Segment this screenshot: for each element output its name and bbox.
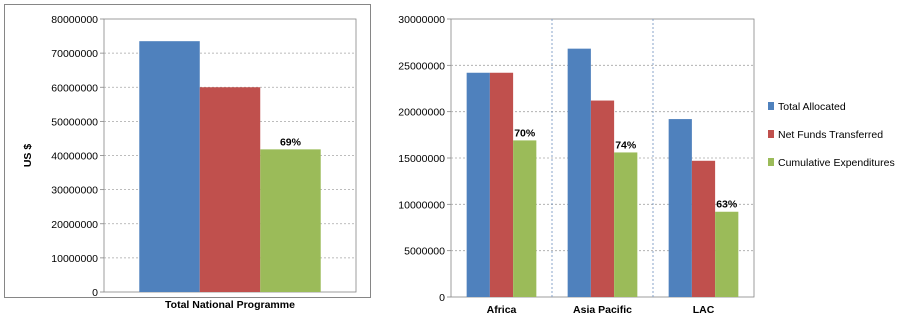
y-tick-label: 40000000	[51, 151, 98, 163]
bar-total-allocated-asia-pacific	[567, 48, 591, 297]
y-tick-label: 80000000	[51, 14, 98, 26]
legend-label: Net Funds Transferred	[778, 129, 883, 141]
y-tick-label: 20000000	[398, 107, 445, 119]
bar-cumulative-expenditures-total-national-programme	[260, 149, 321, 292]
left-chart: 0 10000000 20000000 30000000 40000000 5000000…	[22, 14, 357, 311]
y-tick-label: 20000000	[51, 219, 98, 231]
y-tick-label: 5000000	[404, 246, 445, 258]
bar-total-allocated-africa	[466, 72, 490, 297]
y-tick-label: 0	[439, 292, 445, 304]
bar-cumulative-expenditures-lac	[715, 211, 739, 297]
x-category-label: LAC	[693, 304, 715, 316]
bar-total-allocated-total-national-programme	[139, 41, 200, 293]
y-tick-label: 50000000	[51, 116, 98, 128]
bar-net-funds-transferred-total-national-programme	[199, 87, 261, 292]
bar-cumulative-expenditures-asia-pacific	[614, 152, 638, 297]
legend-swatch-net-funds-transferred	[768, 130, 774, 138]
y-tick-label: 0	[92, 287, 98, 299]
legend-label: Cumulative Expenditures	[778, 157, 895, 169]
y-axis-label: US $	[22, 144, 34, 168]
y-tick-label: 60000000	[51, 82, 98, 94]
y-tick-label: 70000000	[51, 48, 98, 60]
bar-total-allocated-lac	[668, 119, 692, 297]
bar-net-funds-transferred-lac	[691, 160, 716, 297]
y-tick-label: 10000000	[398, 199, 445, 211]
y-tick-label: 15000000	[398, 153, 445, 165]
x-category-label: Africa	[487, 304, 517, 316]
data-label: 74%	[615, 139, 637, 151]
y-tick-label: 10000000	[51, 253, 98, 265]
y-tick-label: 30000000	[51, 185, 98, 197]
data-label: 63%	[716, 199, 738, 211]
right-chart: 0 5000000 10000000 15000000 20000000 25000000…	[398, 14, 755, 316]
y-tick-label: 25000000	[398, 60, 445, 72]
legend-swatch-total-allocated	[768, 102, 774, 110]
data-label: 69%	[280, 136, 302, 148]
x-category-label: Total National Programme	[165, 299, 295, 311]
y-tick-label: 30000000	[398, 14, 445, 26]
legend: Total Allocated Net Funds Transferred Cumu…	[768, 101, 895, 169]
legend-swatch-cumulative-expenditures	[768, 158, 774, 166]
x-category-label: Asia Pacific	[573, 304, 632, 316]
bar-net-funds-transferred-africa	[489, 72, 514, 297]
bar-cumulative-expenditures-africa	[513, 140, 537, 297]
legend-label: Total Allocated	[778, 101, 846, 113]
bar-net-funds-transferred-asia-pacific	[590, 100, 615, 298]
data-label: 70%	[514, 127, 536, 139]
